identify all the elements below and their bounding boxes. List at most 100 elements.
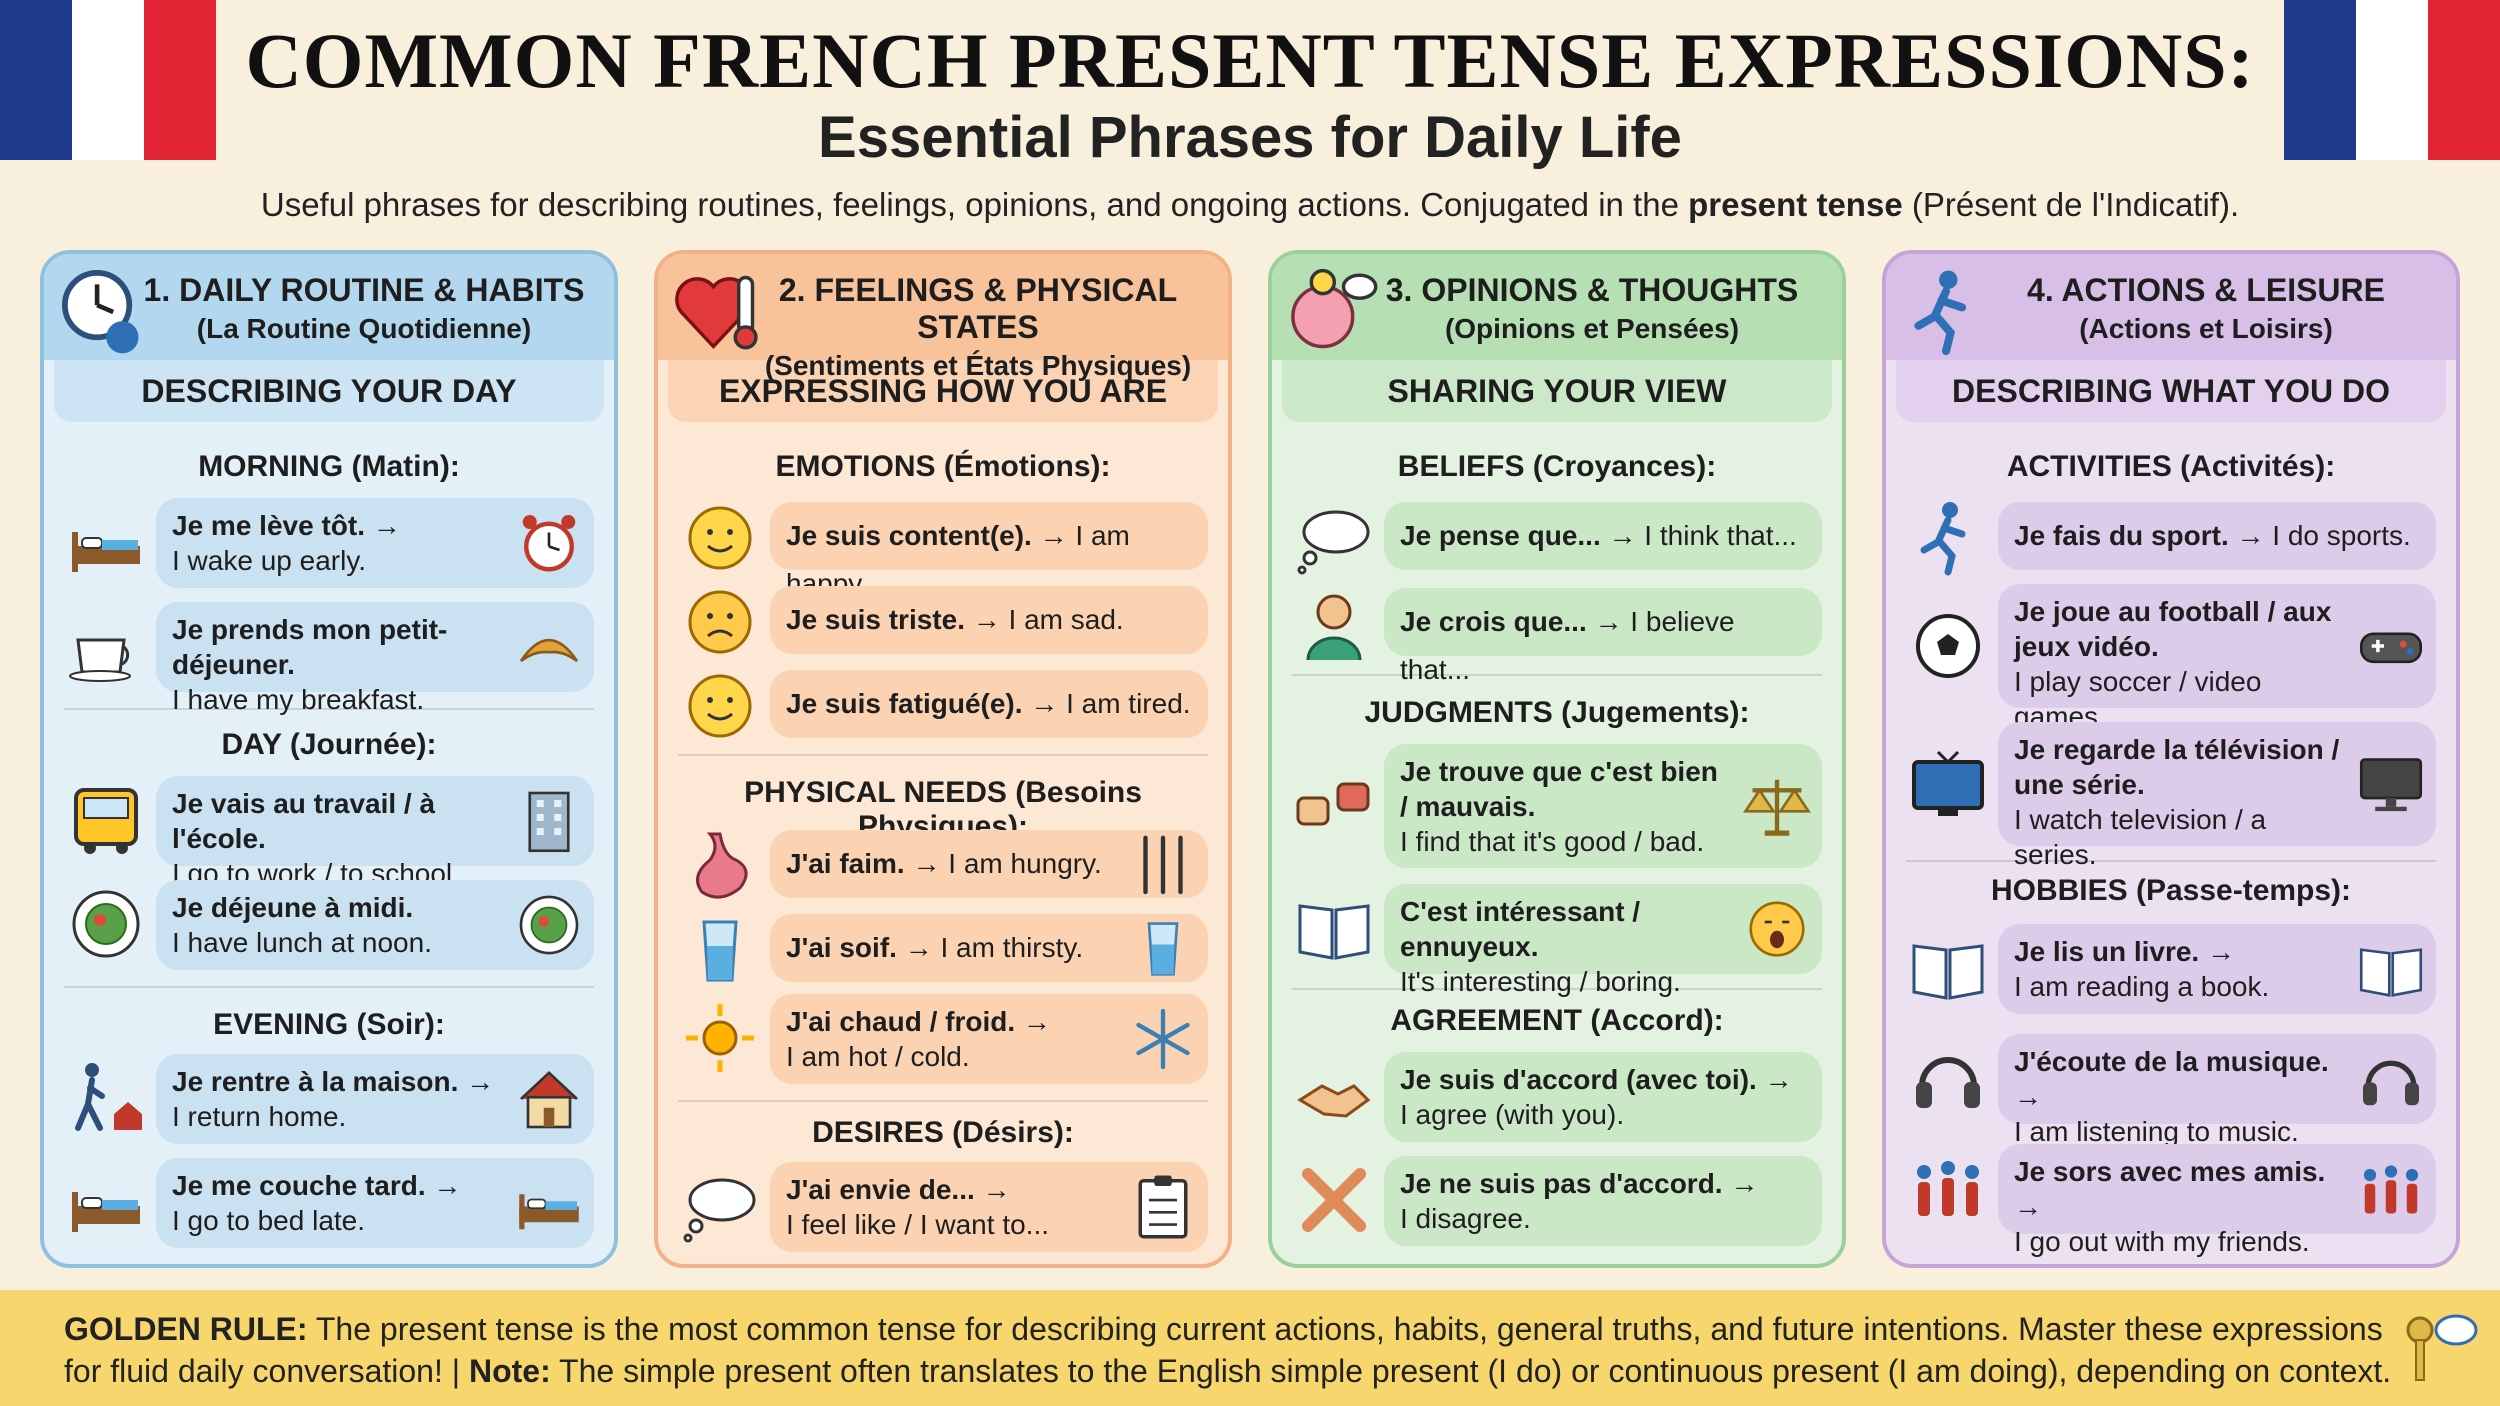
- phrase-item: J'écoute de la musique. → I am listening…: [1998, 1034, 2436, 1147]
- section-heading: MORNING (Matin):: [198, 450, 460, 483]
- panel-header: 3. OPINIONS & THOUGHTS (Opinions et Pens…: [1272, 254, 1842, 360]
- phrase-english: → I am tired.: [1030, 688, 1191, 719]
- phrase-french: C'est intéressant / ennuyeux.: [1400, 896, 1641, 962]
- stomach-icon: [680, 826, 760, 906]
- phrase-french: Je pense que...: [1400, 520, 1601, 551]
- golden-rule-footer: GOLDEN RULE: The present tense is the mo…: [0, 1290, 2500, 1406]
- plate-icon: [66, 884, 146, 964]
- crossed-arms-icon: [1294, 1160, 1374, 1240]
- intro-bold: present tense: [1688, 186, 1903, 223]
- phrase-french: Je suis fatigué(e).: [786, 688, 1023, 719]
- phrase-french: J'ai soif.: [786, 932, 897, 963]
- phrase-french: J'écoute de la musique. →: [2014, 1046, 2329, 1112]
- phrase-item: Je déjeune à midi. I have lunch at noon.: [156, 880, 594, 970]
- phrase-english: → I believe that...: [1400, 606, 1735, 685]
- section-heading: DAY (Journée):: [221, 728, 437, 761]
- croissant-icon: [514, 612, 584, 682]
- divider: [1292, 988, 1822, 990]
- phrase-french: Je crois que...: [1400, 606, 1587, 637]
- soccer-ball-icon: [1908, 606, 1988, 686]
- open-book-icon: [1908, 928, 1988, 1008]
- waking-bed-icon: [66, 502, 146, 582]
- phrase-english: I find that it's good / bad.: [1400, 826, 1705, 857]
- phrase-french: J'ai chaud / froid. →: [786, 1006, 1051, 1037]
- phrase-item: Je fais du sport. → I do sports.: [1998, 502, 2436, 570]
- phrase-english: I have lunch at noon.: [172, 927, 432, 958]
- phrase-french: Je suis triste.: [786, 604, 965, 635]
- panel-header: 2. FEELINGS & PHYSICAL STATES (Sentiment…: [658, 254, 1228, 381]
- section-heading: EMOTIONS (Émotions):: [775, 450, 1111, 483]
- clipboard-icon: [1128, 1172, 1198, 1242]
- thought-bubble-icon: [1294, 498, 1374, 578]
- phrase-french: Je déjeune à midi.: [172, 892, 414, 923]
- panel-header: 1. DAILY ROUTINE & HABITS (La Routine Qu…: [44, 254, 614, 360]
- house-icon: [514, 1064, 584, 1134]
- phrase-french: Je me couche tard. →: [172, 1170, 462, 1201]
- phrase-english: I wake up early.: [172, 545, 367, 576]
- phrase-item: C'est intéressant / ennuyeux. It's inter…: [1384, 884, 1822, 997]
- panel-subtitle: (La Routine Quotidienne): [196, 313, 532, 344]
- phrase-english: I am hot / cold.: [786, 1041, 970, 1072]
- open-book-icon: [2356, 934, 2426, 1004]
- phrase-french: Je me lève tôt. →: [172, 510, 401, 541]
- phrase-french: Je lis un livre. →: [2014, 936, 2235, 967]
- cutlery-icon: [1128, 829, 1198, 899]
- panel-header: 4. ACTIONS & LEISURE (Actions et Loisirs…: [1886, 254, 2456, 360]
- phrase-english: → I think that...: [1608, 520, 1797, 551]
- divider: [64, 708, 594, 710]
- thumbs-up-down-icon: [1294, 764, 1374, 844]
- tv-icon: [1908, 744, 1988, 824]
- phrase-item: Je joue au football / aux jeux vidéo. I …: [1998, 584, 2436, 732]
- note-text: The simple present often translates to t…: [550, 1353, 2392, 1389]
- phrase-item: Je crois que... → I believe that...: [1384, 588, 1822, 685]
- phrase-french: Je regarde la télévision / une série.: [2014, 734, 2340, 800]
- phrase-english: I agree (with you).: [1400, 1099, 1625, 1130]
- panel-band: DESCRIBING YOUR DAY: [54, 360, 604, 422]
- panel-feelings: 2. FEELINGS & PHYSICAL STATES (Sentiment…: [654, 250, 1232, 1268]
- section-heading: HOBBIES (Passe-temps):: [1990, 874, 2352, 907]
- divider: [678, 1100, 1208, 1102]
- handshake-icon: [1294, 1056, 1374, 1136]
- group-of-friends-icon: [2356, 1154, 2426, 1224]
- phrase-item: Je prends mon petit-déjeuner. I have my …: [156, 602, 594, 715]
- panel-title: 3. OPINIONS & THOUGHTS: [1385, 272, 1799, 308]
- intro-pre: Useful phrases for describing routines, …: [260, 186, 1689, 223]
- section-heading: EVENING (Soir):: [213, 1008, 445, 1041]
- phrase-english: I go out with my friends.: [2014, 1226, 2310, 1257]
- panel-title: 2. FEELINGS & PHYSICAL STATES: [778, 272, 1178, 345]
- walking-home-icon: [66, 1058, 146, 1138]
- phrase-item: Je suis d'accord (avec toi). → I agree (…: [1384, 1052, 1822, 1142]
- divider: [64, 986, 594, 988]
- phrase-item: Je ne suis pas d'accord. → I disagree.: [1384, 1156, 1822, 1246]
- phrase-english: I am listening to music.: [2014, 1116, 2299, 1147]
- phrase-french: Je rentre à la maison. →: [172, 1066, 495, 1097]
- panel-band: SHARING YOUR VIEW: [1282, 360, 1832, 422]
- bed-moon-icon: [66, 1162, 146, 1242]
- section-heading: BELIEFS (Croyances):: [1397, 450, 1717, 483]
- phrase-french: Je ne suis pas d'accord. →: [1400, 1168, 1759, 1199]
- page-subtitle: Essential Phrases for Daily Life: [818, 105, 1682, 170]
- panel-opinions: 3. OPINIONS & THOUGHTS (Opinions et Pens…: [1268, 250, 1846, 1268]
- phrase-french: Je joue au football / aux jeux vidéo.: [2014, 596, 2332, 662]
- phrase-item: Je sors avec mes amis. → I go out with m…: [1998, 1144, 2436, 1257]
- gamepad-icon: [2356, 611, 2426, 681]
- phrase-item: Je rentre à la maison. → I return home.: [156, 1054, 594, 1144]
- note-label: Note:: [468, 1353, 551, 1389]
- phrase-item: Je suis fatigué(e). → I am tired.: [770, 670, 1208, 738]
- section-heading: AGREEMENT (Accord):: [1390, 1004, 1724, 1037]
- panel-band: DESCRIBING WHAT YOU DO: [1896, 360, 2446, 422]
- phrase-english: I go to bed late.: [172, 1205, 366, 1236]
- yawning-face-icon: [1742, 894, 1812, 964]
- phrase-item: Je suis content(e). → I am happy.: [770, 502, 1208, 599]
- phrase-item: Je regarde la télévision / une série. I …: [1998, 722, 2436, 870]
- phrase-french: J'ai faim.: [786, 848, 905, 879]
- headphones-icon: [2356, 1044, 2426, 1114]
- phrase-french: Je fais du sport.: [2014, 520, 2229, 551]
- group-of-friends-icon: [1908, 1148, 1988, 1228]
- phrase-item: Je vais au travail / à l'école. I go to …: [156, 776, 594, 889]
- phrase-item: J'ai envie de... → I feel like / I want …: [770, 1162, 1208, 1252]
- phrase-french: Je trouve que c'est bien / mauvais.: [1400, 756, 1718, 822]
- golden-rule-text: The present tense is the most common ten…: [64, 1311, 2383, 1389]
- section-heading: ACTIVITIES (Activités):: [2006, 450, 2336, 483]
- phrase-english: It's interesting / boring.: [1400, 966, 1681, 997]
